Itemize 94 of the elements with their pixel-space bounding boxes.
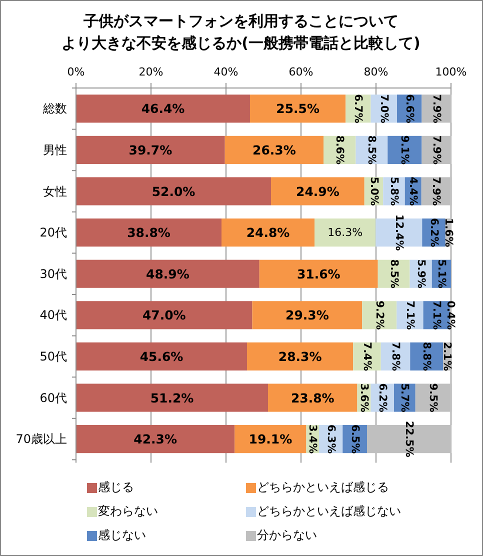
bar	[76, 94, 250, 123]
bar	[252, 301, 362, 330]
y-tick-label: 40代	[40, 308, 67, 322]
y-tick-label: 50代	[40, 349, 67, 364]
data-label: 2.1%	[441, 342, 454, 372]
data-label: 5.7%	[398, 383, 411, 413]
bar	[314, 218, 376, 247]
bar	[271, 177, 364, 206]
data-label: 9.2%	[373, 300, 386, 330]
bar	[259, 260, 378, 288]
bar	[247, 342, 354, 370]
data-label: 7.8%	[390, 342, 402, 372]
data-label: 9.5%	[427, 383, 440, 413]
bar	[250, 94, 346, 123]
y-tick-label: 70歳以上	[16, 432, 67, 446]
data-label: 3.4%	[306, 424, 319, 454]
data-label: 6.6%	[403, 94, 416, 124]
data-label: 23.8%	[290, 390, 335, 406]
data-label: 8.6%	[334, 135, 346, 165]
data-label: 26.3%	[252, 142, 296, 158]
bar	[76, 260, 260, 288]
legend-label: 変わらない	[98, 504, 158, 518]
data-label: 51.2%	[150, 390, 194, 406]
data-label: 16.3%	[328, 226, 363, 240]
data-label: 52.0%	[152, 184, 196, 199]
bar	[76, 342, 247, 370]
data-label: 39.7%	[128, 142, 173, 158]
y-tick-label: 総数	[42, 102, 67, 116]
data-label: 38.8%	[127, 225, 171, 240]
data-label: 47.0%	[142, 308, 186, 323]
data-label: 7.9%	[430, 176, 442, 206]
data-label: 7.0%	[378, 94, 390, 124]
data-label: 8.5%	[388, 259, 400, 289]
data-label: 7.9%	[430, 94, 443, 124]
bar	[76, 177, 271, 206]
data-label: 5.0%	[368, 176, 380, 206]
x-tick-label: 100%	[435, 66, 467, 78]
data-label: 7.1%	[404, 300, 416, 330]
data-label: 6.2%	[376, 383, 388, 413]
data-label: 45.6%	[140, 348, 184, 364]
x-tick-label: 40%	[214, 66, 238, 78]
data-label: 24.8%	[246, 225, 290, 240]
legend-label: どちらかといえば感じる	[257, 480, 389, 494]
data-label: 6.5%	[348, 424, 361, 454]
data-label: 19.1%	[248, 432, 293, 447]
y-tick-label: 60代	[40, 390, 67, 405]
y-tick-label: 30代	[40, 266, 67, 281]
data-label: 0.4%	[444, 300, 457, 330]
bar	[268, 384, 358, 412]
legend-label: どちらかといえば感じない	[257, 504, 401, 518]
bar	[234, 425, 306, 454]
data-label: 9.1%	[398, 135, 411, 165]
legend-label: 分からない	[257, 528, 317, 542]
data-label: 46.4%	[141, 101, 186, 116]
data-label: 6.3%	[324, 424, 337, 454]
data-label: 31.6%	[296, 266, 341, 282]
x-tick-label: 60%	[288, 66, 314, 78]
data-label: 29.3%	[286, 308, 330, 323]
data-label: 24.9%	[296, 184, 340, 199]
bar	[76, 425, 235, 454]
bar	[76, 136, 225, 164]
data-label: 6.2%	[428, 218, 440, 248]
bar	[76, 301, 252, 330]
data-label: 28.3%	[278, 348, 322, 364]
bar	[76, 218, 222, 247]
x-tick-label: 80%	[364, 66, 388, 78]
data-label: 4.4%	[407, 176, 420, 206]
y-tick-label: 男性	[43, 142, 67, 157]
data-label: 8.5%	[366, 135, 378, 165]
legend-label: 感じない	[98, 528, 146, 542]
data-label: 5.9%	[414, 259, 427, 289]
chart-title: 子供がスマートフォンを利用することについてより大きな不安を感じるか(一般携帯電話と比較して)	[62, 12, 420, 52]
data-label: 22.5%	[403, 420, 416, 458]
bar	[222, 218, 314, 247]
legend-label: 感じる	[98, 480, 134, 494]
data-label: 8.8%	[420, 342, 433, 372]
y-tick-label: 女性	[43, 184, 67, 198]
data-label: 3.6%	[358, 383, 370, 413]
bar	[76, 384, 268, 412]
x-tick-label: 0%	[67, 66, 85, 78]
bar	[224, 136, 324, 164]
data-label: 1.6%	[442, 218, 454, 248]
data-label: 5.1%	[435, 259, 448, 289]
data-label: 7.4%	[361, 342, 373, 372]
data-label: 25.5%	[276, 101, 320, 116]
data-label: 12.4%	[392, 214, 405, 252]
data-label: 7.1%	[430, 300, 443, 330]
data-label: 5.8%	[388, 176, 400, 206]
y-tick-label: 20代	[40, 226, 67, 240]
data-label: 6.7%	[352, 94, 364, 124]
data-label: 7.9%	[430, 135, 443, 165]
x-tick-label: 20%	[138, 66, 164, 78]
data-label: 42.3%	[134, 432, 178, 447]
data-label: 48.9%	[146, 266, 190, 282]
